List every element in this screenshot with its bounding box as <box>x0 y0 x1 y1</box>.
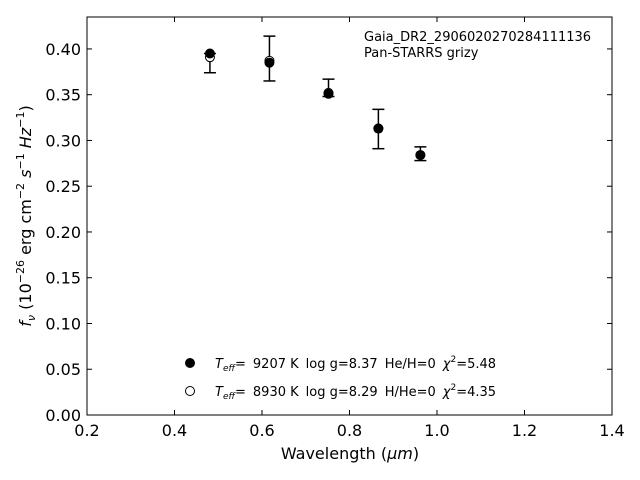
y-tick-label: 0.05 <box>45 360 81 379</box>
x-tick-label: 0.4 <box>162 421 187 440</box>
y-tick-label: 0.15 <box>45 269 81 288</box>
y-axis-title: fν (10−26 erg cm−2 s−1 Hz−1) <box>14 105 38 326</box>
model-point-filled <box>415 150 426 161</box>
model-point-filled <box>323 88 334 99</box>
legend-marker-filled <box>185 358 195 368</box>
x-tick-label: 1.0 <box>424 421 449 440</box>
model-point-filled <box>204 48 215 59</box>
y-tick-label: 0.40 <box>45 40 81 59</box>
y-tick-label: 0.00 <box>45 406 81 425</box>
data-markers <box>204 48 426 161</box>
x-axis-title: Wavelength (μm) <box>281 444 419 463</box>
y-tick-label: 0.20 <box>45 223 81 242</box>
annotation-object-id: Gaia_DR2_2906020270284111136 <box>364 30 591 45</box>
x-tick-label: 0.6 <box>249 421 274 440</box>
x-tick-label: 1.4 <box>599 421 624 440</box>
y-tick-label: 0.25 <box>45 177 81 196</box>
y-tick-label: 0.35 <box>45 86 81 105</box>
legend-marker-open <box>185 386 195 396</box>
annotation-survey: Pan-STARRS grizy <box>364 46 479 61</box>
model-point-filled <box>264 57 275 68</box>
x-tick-label: 0.8 <box>337 421 362 440</box>
y-tick-label: 0.10 <box>45 314 81 333</box>
x-tick-label: 0.2 <box>74 421 99 440</box>
x-tick-label: 1.2 <box>512 421 537 440</box>
y-tick-label: 0.30 <box>45 131 81 150</box>
axis-ticks: 0.2 0.4 0.6 0.8 1.0 1.2 1.4 0.00 0.05 0.10 0.15 0.2… <box>45 17 625 440</box>
plot-area <box>86 16 613 416</box>
model-point-filled <box>373 123 384 134</box>
